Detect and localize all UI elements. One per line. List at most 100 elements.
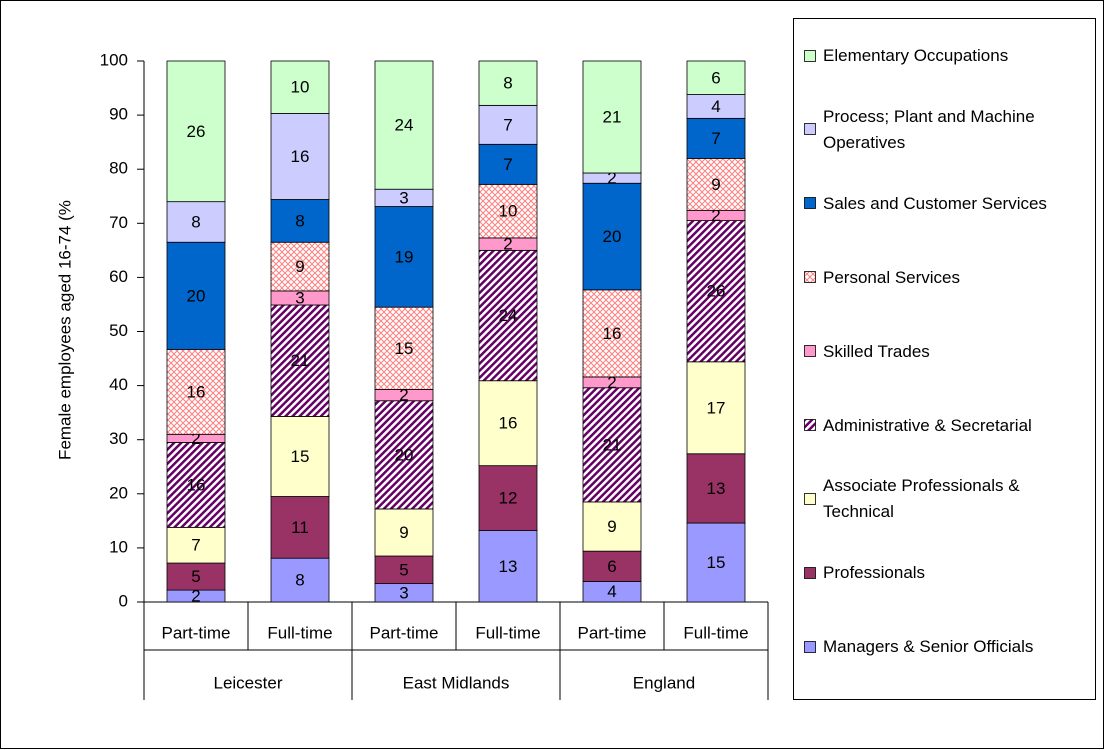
group-label: England xyxy=(633,673,695,692)
data-label: 16 xyxy=(499,414,518,433)
legend-marker xyxy=(804,197,816,210)
legend-entry: Administrative & Secretarial xyxy=(804,413,1094,439)
legend-entry: Skilled Trades xyxy=(804,339,1094,365)
data-label: 2 xyxy=(191,429,200,448)
bar-segment xyxy=(166,562,226,591)
data-label: 16 xyxy=(187,382,206,401)
data-label: 16 xyxy=(291,147,310,166)
y-tick-label: 100 xyxy=(100,50,128,69)
data-label: 7 xyxy=(191,536,200,555)
x-tick-label: Part-time xyxy=(578,623,647,642)
bar-segment xyxy=(582,387,642,503)
bar-segment xyxy=(478,530,538,603)
data-label: 16 xyxy=(187,475,206,494)
legend-entry: Personal Services xyxy=(804,265,1094,291)
bar-segment xyxy=(166,241,226,350)
data-label: 2 xyxy=(503,235,512,254)
legend-swatch xyxy=(804,123,816,136)
data-label: 6 xyxy=(607,557,616,576)
bar-segment xyxy=(166,442,226,528)
data-label: 2 xyxy=(191,587,200,606)
data-label: 17 xyxy=(707,398,726,417)
bar-segment xyxy=(686,453,746,524)
data-label: 3 xyxy=(295,288,304,307)
legend-label: Associate Professionals & Technical xyxy=(823,476,1020,522)
data-label: 20 xyxy=(395,445,414,464)
data-label: 21 xyxy=(603,435,622,454)
y-tick-label: 90 xyxy=(109,105,128,124)
data-label: 9 xyxy=(295,257,304,276)
data-label: 13 xyxy=(499,557,518,576)
y-tick-label: 30 xyxy=(109,429,128,448)
bar-segment xyxy=(270,199,330,243)
bar-segment xyxy=(686,60,746,95)
data-label: 7 xyxy=(503,115,512,134)
bar-segment xyxy=(478,104,538,145)
data-label: 9 xyxy=(711,175,720,194)
x-tick-label: Full-time xyxy=(683,623,748,642)
data-label: 20 xyxy=(603,227,622,246)
bar-segment xyxy=(582,550,642,582)
data-label: 13 xyxy=(707,479,726,498)
y-tick-label: 80 xyxy=(109,159,128,178)
legend-marker xyxy=(804,123,816,136)
bar-segment xyxy=(374,400,434,510)
bar-segment xyxy=(478,465,538,531)
data-label: 3 xyxy=(399,188,408,207)
bar-segment xyxy=(582,60,642,174)
y-tick-label: 40 xyxy=(109,375,128,394)
bar-segment xyxy=(270,496,330,559)
data-label: 2 xyxy=(711,206,720,225)
legend-marker xyxy=(804,566,816,579)
legend-marker xyxy=(804,345,816,357)
legend-label: Elementary Occupations xyxy=(823,46,1009,65)
legend-label: Professionals xyxy=(823,563,926,583)
legend-marker xyxy=(804,492,816,505)
bar-segment xyxy=(478,249,538,382)
data-label: 4 xyxy=(711,97,720,116)
x-tick-label: Full-time xyxy=(267,623,332,642)
data-label: 12 xyxy=(499,489,518,508)
bar-segment xyxy=(582,289,642,378)
bar-segment xyxy=(686,220,746,363)
legend-entry: Sales and Customer Services xyxy=(804,191,1094,217)
legend-marker xyxy=(804,419,816,431)
y-axis-label: Female employees aged 16-74 (% xyxy=(55,200,74,460)
bar-segment xyxy=(270,241,330,292)
legend-entry: Professionals xyxy=(804,560,1094,586)
legend-entry: Associate Professionals & Technical xyxy=(804,473,1094,525)
legend-label: Managers & Senior Officials xyxy=(823,637,1034,657)
y-tick-label: 0 xyxy=(119,591,128,610)
data-label: 7 xyxy=(711,129,720,148)
legend-label: Personal Services xyxy=(823,267,961,287)
data-label: 9 xyxy=(399,523,408,542)
data-label: 21 xyxy=(291,351,310,370)
bar-segment xyxy=(374,508,434,557)
bar-segment xyxy=(374,306,434,390)
data-label: 10 xyxy=(291,78,310,97)
legend-swatch xyxy=(804,566,816,579)
bar-segment xyxy=(374,60,434,190)
bar-segment xyxy=(478,183,538,239)
legend-entry: Managers & Senior Officials xyxy=(804,634,1094,660)
data-label: 10 xyxy=(499,202,518,221)
bar-segment xyxy=(270,416,330,497)
legend-swatch xyxy=(804,492,816,505)
legend-swatch xyxy=(804,345,816,357)
data-label: 24 xyxy=(395,116,414,135)
bar-segment xyxy=(374,555,434,585)
bar-segment xyxy=(686,522,746,603)
y-tick-label: 20 xyxy=(109,483,128,502)
x-tick-label: Part-time xyxy=(162,623,231,642)
y-tick-label: 60 xyxy=(109,267,128,286)
bar-segment xyxy=(686,361,746,455)
bar-segment xyxy=(270,557,330,603)
bar-segment xyxy=(270,304,330,417)
data-label: 24 xyxy=(499,306,518,325)
group-label: Leicester xyxy=(214,673,283,692)
x-tick-label: Full-time xyxy=(475,623,540,642)
x-tick-label: Part-time xyxy=(370,623,439,642)
